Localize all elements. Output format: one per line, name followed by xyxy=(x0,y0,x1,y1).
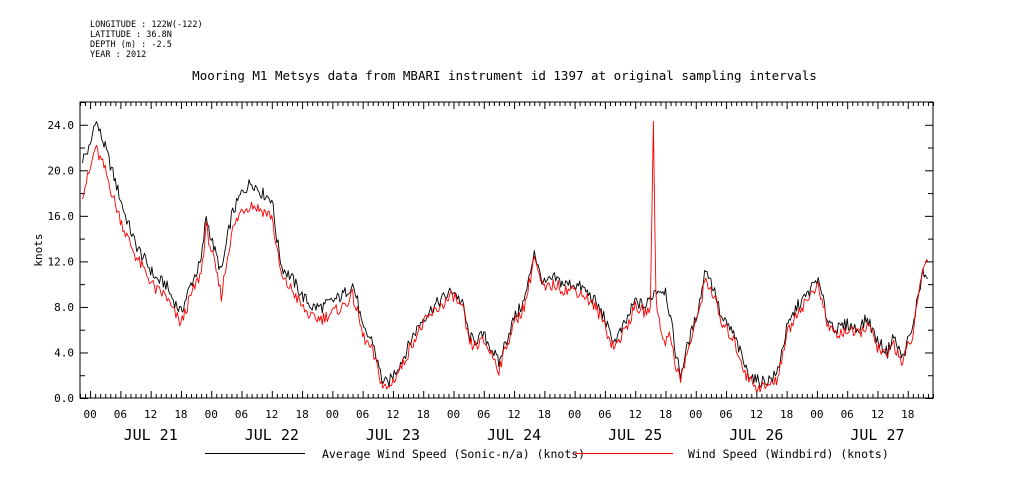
x-tick-label: 18 xyxy=(659,408,672,421)
plot-frame xyxy=(79,101,934,399)
latitude-label: LATITUDE : 36.8N xyxy=(90,30,172,40)
x-tick-label: 06 xyxy=(719,408,732,421)
y-tick-label: 24.0 xyxy=(48,119,75,132)
series-line-windbird-wind-speed xyxy=(82,120,929,393)
x-tick-label: 18 xyxy=(417,408,430,421)
day-label: JUL 21 xyxy=(124,426,178,444)
year-label: YEAR : 2012 xyxy=(90,50,147,60)
y-tick-label: 12.0 xyxy=(48,255,75,268)
x-tick-label: 00 xyxy=(205,408,218,421)
day-label: JUL 26 xyxy=(729,426,783,444)
mooring-metadata: LONGITUDE : 122W(-122) LATITUDE : 36.8N … xyxy=(90,20,203,60)
y-tick-label: 20.0 xyxy=(48,164,75,177)
chart-title: Mooring M1 Metsys data from MBARI instru… xyxy=(192,68,817,83)
series-line-average-wind-speed xyxy=(82,121,929,388)
x-tick-label: 06 xyxy=(235,408,248,421)
x-tick-label: 00 xyxy=(689,408,702,421)
x-tick-label: 00 xyxy=(326,408,339,421)
y-axis-label: knots xyxy=(32,233,45,266)
x-tick-label: 12 xyxy=(750,408,763,421)
y-tick-label: 8.0 xyxy=(54,301,74,314)
x-tick-label: 00 xyxy=(568,408,581,421)
x-tick-label: 00 xyxy=(810,408,823,421)
series-layer xyxy=(82,120,929,393)
x-tick-label: 06 xyxy=(114,408,127,421)
day-label: JUL 27 xyxy=(850,426,904,444)
y-tick-label: 16.0 xyxy=(48,210,75,223)
x-tick-label: 12 xyxy=(144,408,157,421)
legend-label-windbird: Wind Speed (Windbird) (knots) xyxy=(688,447,889,461)
x-tick-label: 18 xyxy=(780,408,793,421)
x-tick-label: 12 xyxy=(507,408,520,421)
x-tick-label: 18 xyxy=(295,408,308,421)
x-tick-label: 06 xyxy=(598,408,611,421)
x-tick-label: 18 xyxy=(538,408,551,421)
longitude-label: LONGITUDE : 122W(-122) xyxy=(90,20,203,30)
x-tick-label: 06 xyxy=(841,408,854,421)
y-tick-label: 0.0 xyxy=(54,392,74,405)
x-tick-label: 06 xyxy=(356,408,369,421)
x-tick-label: 12 xyxy=(629,408,642,421)
x-tick-label: 12 xyxy=(386,408,399,421)
depth-label: DEPTH (m) : -2.5 xyxy=(90,40,172,50)
x-tick-label: 18 xyxy=(901,408,914,421)
day-label: JUL 22 xyxy=(245,426,299,444)
legend: Average Wind Speed (Sonic-n/a) (knots) W… xyxy=(205,447,889,461)
x-tick-label: 00 xyxy=(83,408,96,421)
y-tick-label: 4.0 xyxy=(54,346,74,359)
axes-layer: 00 06 12 18 00 06 12 18 00 06 12 18 00 06 12 18 00 06 12 18… xyxy=(48,101,934,444)
day-label: JUL 24 xyxy=(487,426,541,444)
x-tick-label: 12 xyxy=(871,408,884,421)
x-tick-label: 06 xyxy=(477,408,490,421)
day-label: JUL 25 xyxy=(608,426,662,444)
day-label: JUL 23 xyxy=(366,426,420,444)
x-tick-label: 18 xyxy=(174,408,187,421)
x-tick-label: 12 xyxy=(265,408,278,421)
legend-label-average: Average Wind Speed (Sonic-n/a) (knots) xyxy=(322,447,585,461)
x-tick-label: 00 xyxy=(447,408,460,421)
